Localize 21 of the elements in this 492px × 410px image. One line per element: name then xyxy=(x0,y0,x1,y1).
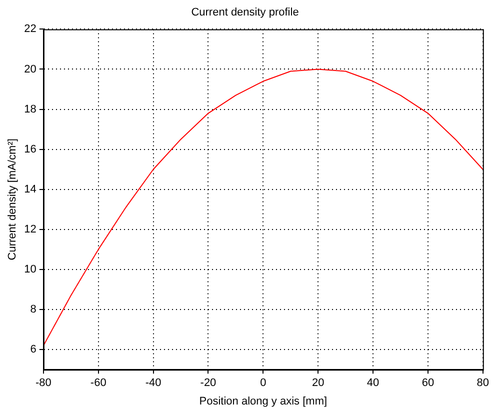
x-tick-label: -60 xyxy=(90,377,106,390)
x-tick-label: -40 xyxy=(145,377,162,390)
y-tick-label: 22 xyxy=(24,23,36,36)
x-tick-label: 0 xyxy=(260,377,266,390)
y-tick-label: 16 xyxy=(24,143,36,156)
chart-title: Current density profile xyxy=(191,6,299,19)
y-tick-label: 6 xyxy=(30,344,36,356)
y-tick-label: 20 xyxy=(24,63,36,76)
x-tick-label: 20 xyxy=(312,377,324,390)
x-tick-label: -20 xyxy=(200,377,216,390)
y-tick-label: 12 xyxy=(24,223,36,236)
x-tick-label: 80 xyxy=(476,377,490,390)
x-tick-label: 60 xyxy=(422,377,434,390)
x-tick-label: -80 xyxy=(35,377,52,390)
y-tick-label: 14 xyxy=(24,183,36,196)
y-axis-title: Current density [mA/cm²] xyxy=(6,138,19,260)
x-tick-label: 40 xyxy=(366,377,380,390)
y-tick-label: 8 xyxy=(30,304,36,316)
y-tick-label: 10 xyxy=(24,264,36,276)
x-axis-title: Position along y axis [mm] xyxy=(199,395,328,408)
y-tick-label: 18 xyxy=(24,103,36,116)
